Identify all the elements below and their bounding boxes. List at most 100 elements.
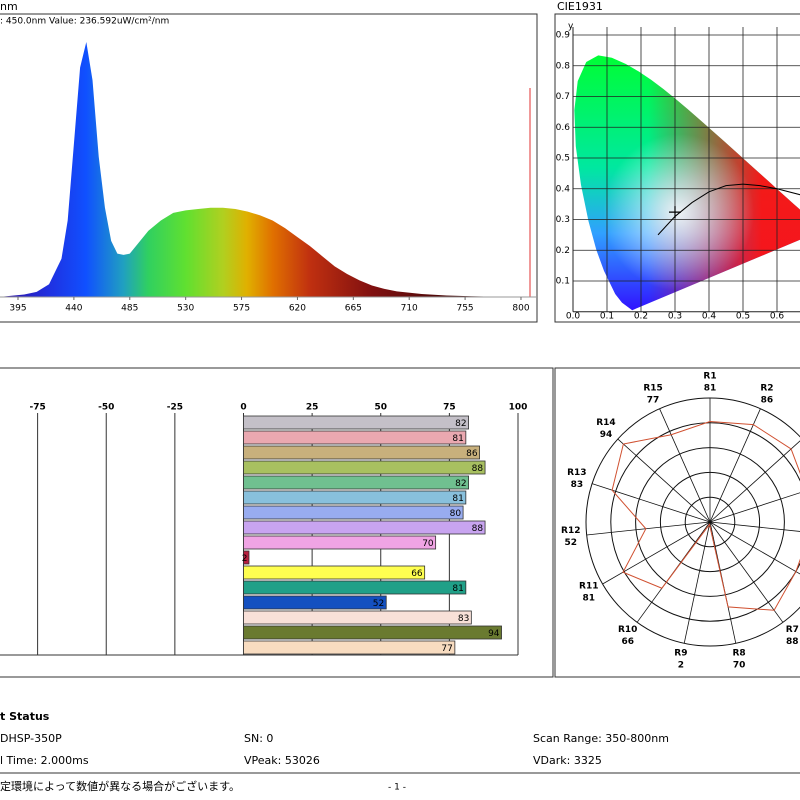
bar [243,430,467,445]
cie-frame [554,13,800,323]
polar-value-label: 2 [678,660,684,670]
polar-value-label: 77 [647,396,660,406]
page-number: - 1 - [388,783,406,793]
chromaticity-point [669,206,681,219]
bar [243,565,426,580]
polar-label: R12 [561,526,580,536]
status-heading: t Status [0,710,50,723]
bar [243,475,469,490]
y-tick-label: 0.6 [556,123,571,133]
polar-label: R9 [674,648,687,658]
ring [610,422,800,622]
bar-value-label: 81 [452,584,463,594]
spoke [591,483,711,523]
polar-value-label: 66 [621,637,634,647]
status-text: VDark: 3325 [533,754,602,767]
spoke [709,521,800,532]
bar-value-label: 2 [242,554,248,564]
polar-label: R8 [733,648,746,658]
status-text: SN: 0 [244,732,273,745]
bar-value-label: 88 [472,464,484,474]
spoke [659,408,711,523]
cri-bar-frame [0,367,554,678]
bar [243,445,480,460]
x-tick-label: -50 [98,403,114,413]
bar [243,415,469,430]
bar [243,640,456,655]
bar [243,610,472,625]
x-tick-label: 395 [9,304,26,314]
x-tick-label: 440 [65,304,82,314]
y-tick-label: 0.3 [556,215,570,225]
cie-y-label: y [568,22,574,32]
bar-value-label: 81 [452,434,463,444]
y-tick-label: 0.4 [556,184,571,194]
x-tick-label: 0.4 [702,311,717,321]
x-tick-label: 0.3 [668,311,682,321]
x-tick-label: 710 [401,304,418,314]
bar [243,505,464,520]
x-tick-label: 620 [289,304,306,314]
bar-value-label: 82 [455,419,466,429]
spectrum-area [0,42,497,297]
polar-label: R2 [760,384,773,394]
x-tick-label: 575 [233,304,250,314]
bar-value-label: 94 [488,629,500,639]
cie-title: CIE1931 [557,0,603,13]
polar-label: R1 [703,372,716,382]
x-tick-label: 485 [121,304,138,314]
x-tick-label: 100 [509,403,528,413]
bar [243,580,467,595]
bar-value-label: 70 [422,539,434,549]
x-tick-label: 0.0 [566,311,581,321]
y-tick-label: 0.8 [556,61,571,71]
bar [243,535,437,550]
cri-polygon [611,421,800,611]
spoke [602,521,711,585]
bar-value-label: 81 [452,494,463,504]
polar-label: R7 [786,625,799,635]
x-tick-label: 75 [443,403,456,413]
spoke [709,521,784,623]
spectrum-title: nm [0,0,18,13]
x-tick-label: 0.2 [634,311,648,321]
bar [243,490,467,505]
ring [585,397,800,647]
y-tick-label: 0.5 [556,154,570,164]
footer-note: 定環境によって数値が異なる場合がございます。 [0,779,240,793]
bar-value-label: 66 [411,569,423,579]
x-tick-label: 0.1 [600,311,614,321]
spectrum-frame [0,13,538,323]
bar [243,625,502,640]
spoke [709,408,761,523]
bar [243,460,486,475]
spoke [683,521,711,644]
bar-value-label: 77 [441,644,452,654]
bar-value-label: 82 [455,479,466,489]
y-tick-label: 0.7 [556,92,570,102]
status-text: VPeak: 53026 [244,754,320,767]
bar-value-label: 80 [450,509,462,519]
y-tick-label: 0.9 [556,31,571,41]
polar-value-label: 52 [565,538,578,548]
polar-value-label: 81 [582,594,595,604]
y-tick-label: 0.1 [556,277,570,287]
bar-value-label: 88 [472,524,484,534]
spoke [709,521,800,575]
polar-value-label: 86 [761,396,774,406]
polar-label: R10 [618,625,637,635]
x-tick-label: 0.6 [770,311,785,321]
bar-value-label: 86 [466,449,478,459]
bar [243,520,486,535]
polar-label: R11 [579,582,598,592]
bar [243,595,387,610]
x-tick-label: 25 [306,403,319,413]
x-tick-label: 755 [456,304,473,314]
status-text: DHSP-350P [0,732,62,745]
polar-label: R13 [567,468,586,478]
x-tick-label: 0.5 [736,311,750,321]
cie-plot [573,27,800,312]
polar-label: R14 [596,418,615,428]
polar-value-label: 88 [786,637,799,647]
